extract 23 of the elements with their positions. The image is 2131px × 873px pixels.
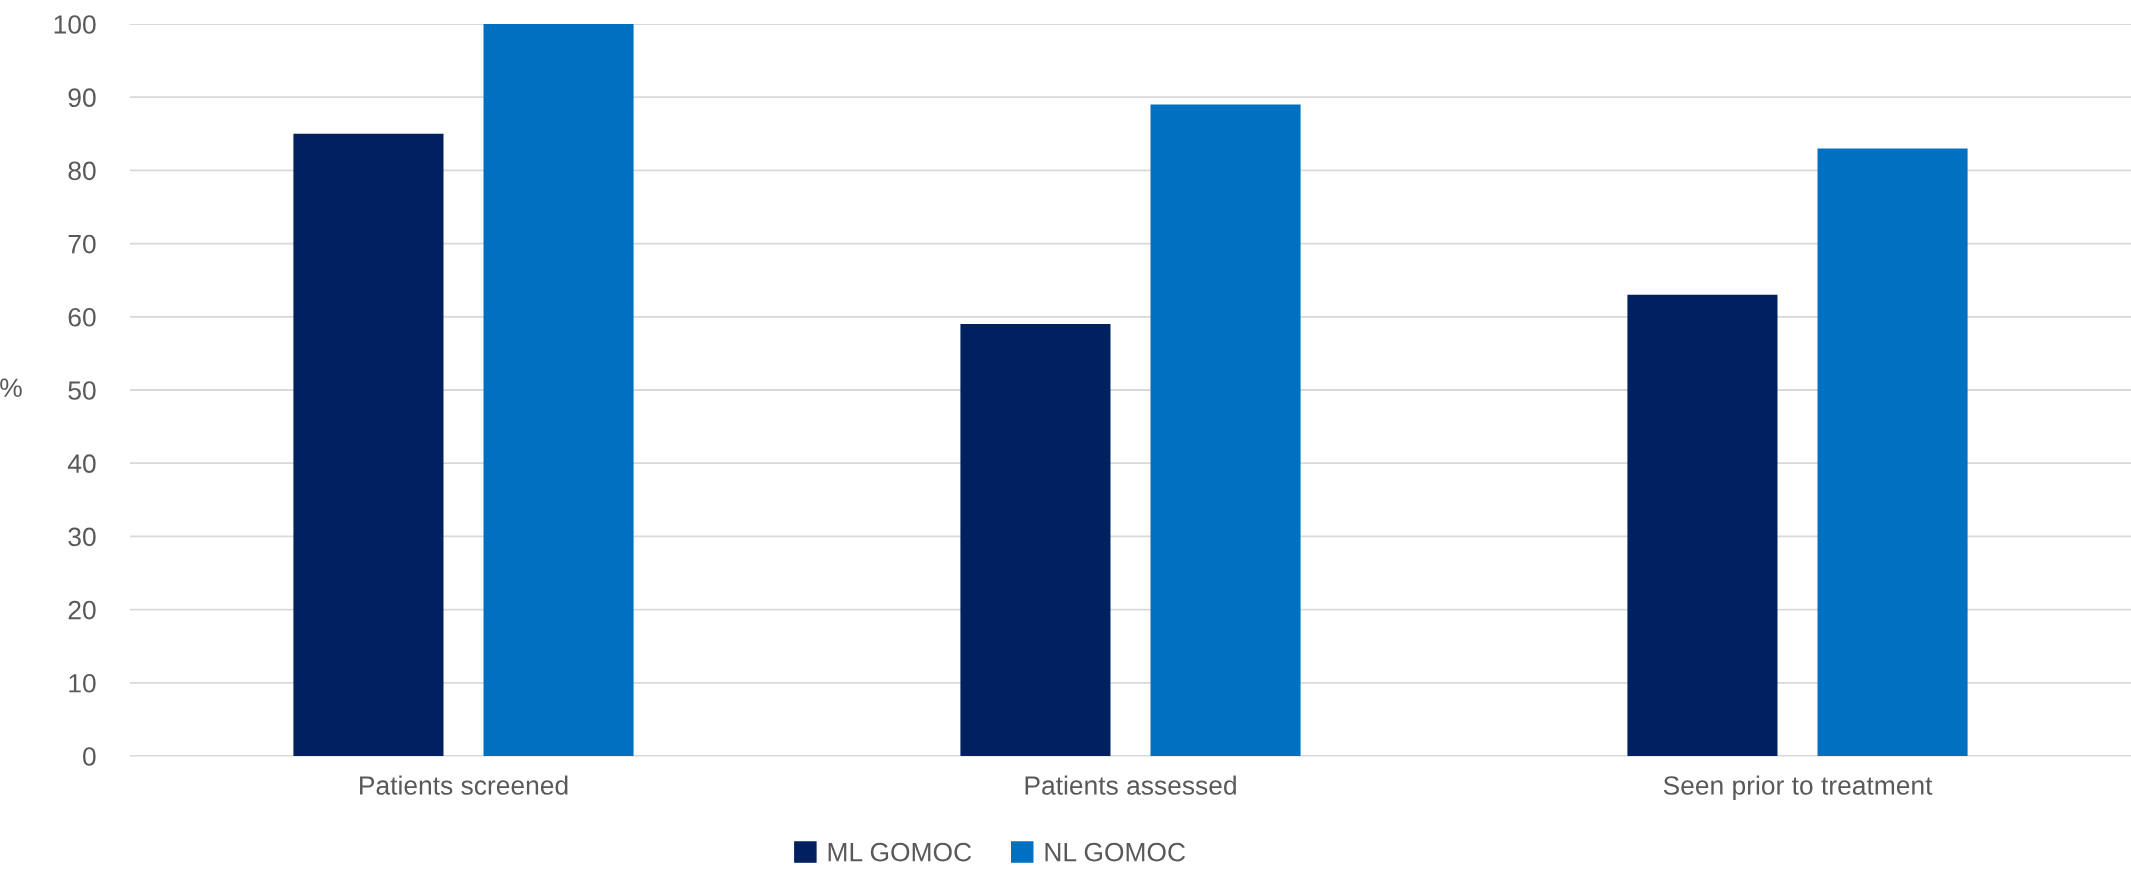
x-tick-label: Patients screened [360, 775, 568, 795]
y-tick-label: 20 [68, 600, 96, 620]
y-tick-label: 70 [68, 234, 96, 254]
bar [960, 324, 1111, 756]
bar [483, 24, 634, 756]
bar [293, 133, 444, 756]
y-tick-label: 80 [68, 161, 96, 181]
x-tick-label: Patients assessed [1025, 775, 1236, 795]
y-tick-label: 60 [68, 307, 96, 327]
legend-label: NL GOMOC [1045, 842, 1186, 862]
y-tick-label: 100 [54, 15, 96, 34]
y-tick-label: 30 [68, 527, 96, 547]
y-tick-label: 90 [68, 88, 96, 108]
x-tick-label: Seen prior to treatment [1663, 775, 1933, 801]
y-tick-label: 50 [68, 381, 96, 400]
y-tick-label: 10 [69, 673, 96, 693]
bar [1150, 104, 1301, 756]
legend-label: ML GOMOC [828, 842, 972, 862]
bar [1627, 294, 1778, 756]
y-axis-title: % [0, 378, 22, 397]
y-tick-label: 40 [67, 454, 96, 474]
bar [1817, 148, 1968, 756]
y-tick-label: 0 [83, 747, 96, 766]
